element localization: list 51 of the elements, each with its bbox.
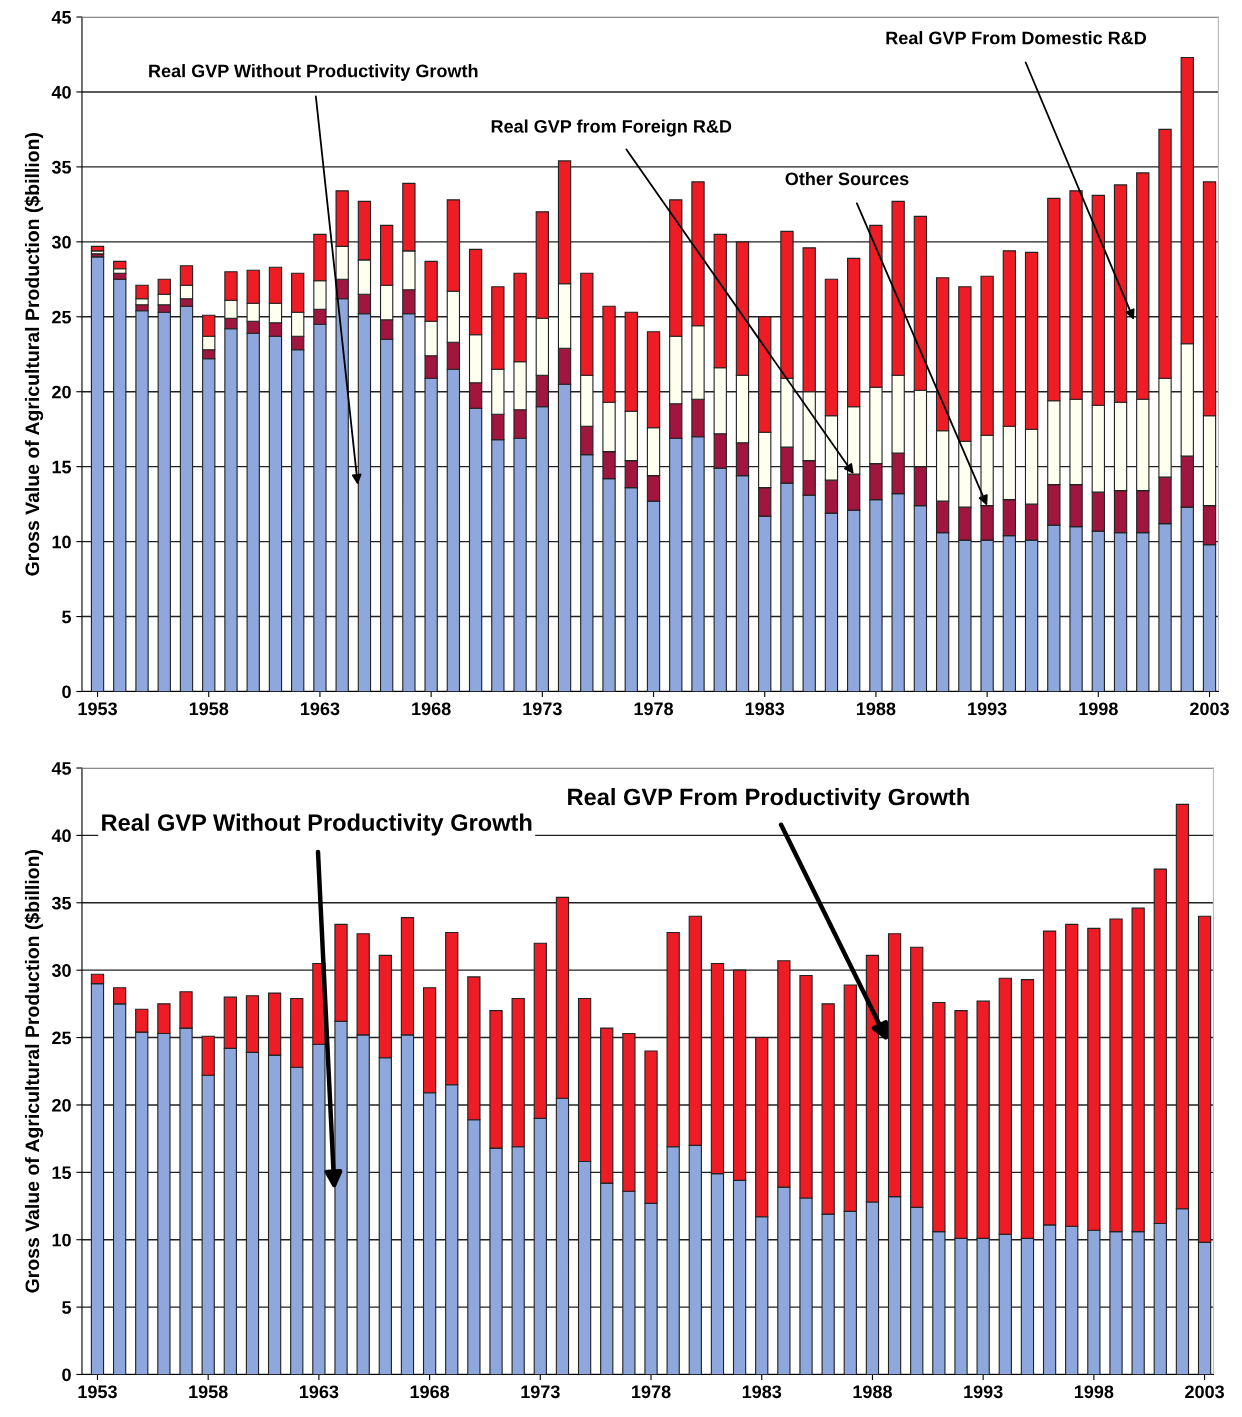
x-tick-label: 1988 — [853, 1385, 892, 1399]
y-tick-label: 25 — [52, 1031, 72, 1045]
x-tick-label: 1963 — [300, 702, 340, 716]
y-tick-label: 15 — [52, 1166, 72, 1180]
y-tick-label: 35 — [51, 160, 72, 174]
y-tick-label: 5 — [62, 1301, 72, 1314]
x-tick-label: 1988 — [856, 702, 896, 716]
y-tick-label: 30 — [51, 235, 71, 249]
x-tick-label: 1993 — [964, 1385, 1003, 1399]
y-tick-label: 0 — [62, 685, 71, 699]
y-tick-label: 20 — [52, 1098, 71, 1112]
x-tick-label: 1953 — [78, 702, 117, 716]
x-tick-label: 1953 — [78, 1385, 117, 1399]
x-tick-label: 1968 — [412, 702, 451, 716]
annotation: Real GVP from Foreign R&D — [491, 119, 732, 137]
x-tick-label: 1968 — [410, 1385, 450, 1399]
y-axis-title: Gross Value of Agricultural Production ($billion) — [24, 850, 44, 1293]
x-tick-label: 1998 — [1074, 1385, 1114, 1399]
x-tick-label: 1998 — [1079, 702, 1118, 716]
y-tick-label: 5 — [62, 610, 72, 624]
x-tick-label: 1983 — [742, 1385, 782, 1399]
x-tick-label: 1958 — [189, 702, 229, 716]
x-tick-label: 2003 — [1185, 1385, 1225, 1399]
y-tick-label: 0 — [62, 1368, 71, 1382]
bar — [113, 260, 127, 270]
annotation: Real GVP Without Productivity Growth — [149, 64, 478, 81]
x-tick-label: 2003 — [1190, 702, 1229, 716]
y-tick-label: 45 — [51, 762, 72, 775]
y-tick-label: 20 — [52, 385, 71, 399]
annotation: Real GVP From Domestic R&D — [886, 31, 1147, 45]
x-tick-label: 1973 — [521, 1385, 560, 1399]
y-tick-label: 45 — [51, 11, 72, 24]
y-tick-label: 15 — [52, 460, 72, 474]
y-axis-title: Gross Value of Agricultural Production ($billion) — [24, 133, 44, 576]
annotation: Real GVP Without Productivity Growth — [102, 813, 532, 836]
y-tick-label: 35 — [51, 896, 72, 910]
x-tick-label: 1958 — [189, 1385, 228, 1399]
y-tick-label: 40 — [51, 85, 71, 99]
x-tick-label: 1993 — [968, 702, 1007, 716]
x-tick-label: 1978 — [634, 702, 674, 716]
y-tick-label: 40 — [51, 829, 71, 843]
x-tick-label: 1973 — [523, 702, 562, 716]
x-tick-label: 1983 — [745, 702, 785, 716]
y-tick-label: 10 — [52, 535, 71, 549]
y-tick-label: 25 — [52, 310, 72, 324]
annotation: Real GVP From Productivity Growth — [568, 788, 969, 811]
y-tick-label: 30 — [51, 964, 71, 977]
x-tick-label: 1963 — [299, 1385, 339, 1399]
x-tick-label: 1978 — [632, 1385, 671, 1399]
annotation: Other Sources — [785, 171, 909, 186]
y-tick-label: 10 — [52, 1233, 71, 1247]
